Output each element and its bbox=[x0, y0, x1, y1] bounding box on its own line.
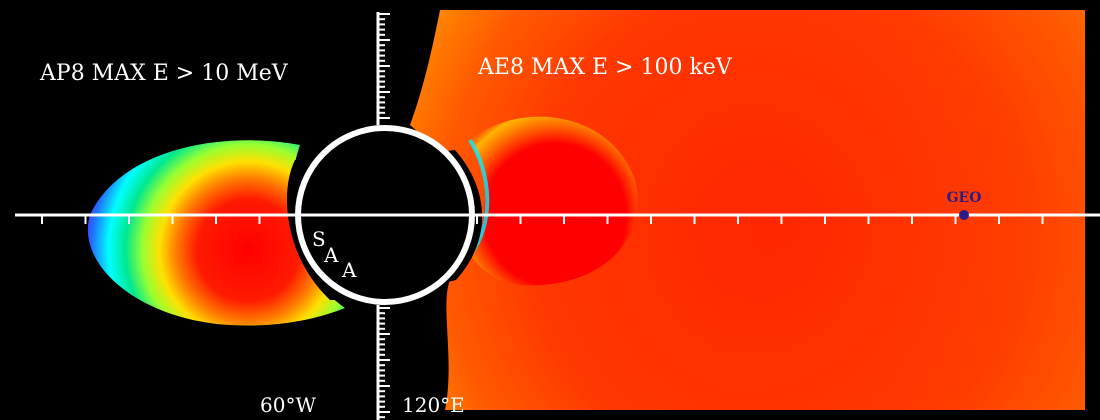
saa-label-a2: A bbox=[341, 258, 357, 282]
electron-belt-fade bbox=[700, 10, 1085, 410]
saa-label-a1: A bbox=[323, 243, 339, 267]
vertical-axis bbox=[376, 12, 390, 420]
electron-belt-inner bbox=[470, 116, 638, 286]
left-belt-title: AP8 MAX E > 10 MeV bbox=[39, 61, 289, 86]
earth-shadow-right bbox=[440, 150, 483, 282]
right-belt-title: AE8 MAX E > 100 keV bbox=[477, 55, 733, 80]
longitude-west-label: 60°W bbox=[260, 393, 316, 417]
saa-label-s: S bbox=[312, 227, 326, 251]
geo-label: GEO bbox=[947, 190, 982, 206]
longitude-east-label: 120°E bbox=[402, 393, 465, 417]
proton-belt bbox=[87, 140, 346, 326]
horizontal-axis bbox=[15, 213, 1100, 224]
geo-marker bbox=[959, 210, 969, 220]
